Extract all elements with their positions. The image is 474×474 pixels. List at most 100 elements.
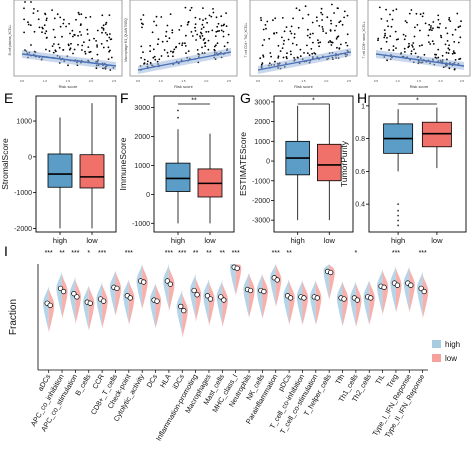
scatter-point xyxy=(295,7,298,10)
scatter-point xyxy=(216,42,219,45)
scatter-point xyxy=(110,56,113,59)
scatter-xlabel: Risk score xyxy=(410,84,429,89)
x-tick-label: low xyxy=(204,236,216,245)
scatter-point xyxy=(93,37,95,40)
scatter-point xyxy=(281,47,284,49)
box-low xyxy=(317,143,342,182)
scatter-xlabel: Risk score xyxy=(174,84,193,89)
significance-label: *** xyxy=(165,250,173,257)
significance-label: * xyxy=(355,250,358,257)
scatter-point xyxy=(36,10,39,12)
scatter-point xyxy=(220,24,223,27)
scatter-point xyxy=(320,7,323,10)
scatter-point xyxy=(68,22,70,25)
y-axis-label: Fraction xyxy=(8,299,19,335)
scatter-point xyxy=(223,23,226,26)
scatter-point xyxy=(261,62,264,64)
scatter-point xyxy=(59,25,62,28)
scatter-point xyxy=(220,29,223,32)
scatter-xtick: 2.0 xyxy=(324,79,329,83)
scatter-point xyxy=(191,35,194,37)
scatter-point xyxy=(181,42,184,44)
scatter-point xyxy=(211,29,214,32)
scatter-point xyxy=(184,45,187,47)
median-dot-high xyxy=(218,294,224,300)
scatter-point xyxy=(208,14,211,17)
scatter-xtick: 1.0 xyxy=(159,79,164,83)
scatter-point xyxy=(378,6,381,9)
scatter-point xyxy=(51,9,53,12)
x-tick-label: high xyxy=(291,236,305,245)
scatter-point xyxy=(184,42,186,45)
scatter-point xyxy=(293,57,295,59)
scatter-point xyxy=(389,35,392,37)
scatter-point xyxy=(62,22,65,25)
scatter-point xyxy=(142,23,144,26)
scatter-point xyxy=(53,43,55,45)
scatter-point xyxy=(203,42,206,45)
scatter-point xyxy=(194,16,197,19)
scatter-point xyxy=(317,39,319,42)
scatter-point xyxy=(272,19,274,22)
scatter-point xyxy=(80,34,83,36)
scatter-point xyxy=(54,36,56,39)
significance-label: ** xyxy=(206,250,212,257)
scatter-point xyxy=(310,48,313,50)
violin-half-high xyxy=(243,272,250,317)
scatter-point xyxy=(266,20,269,23)
scatter-point xyxy=(337,7,339,10)
scatter-point xyxy=(345,41,347,44)
scatter-point xyxy=(291,42,294,45)
box-panels: -2000 -1000 0 1000 StromalScore high low -1000 0… xyxy=(0,95,467,245)
scatter-point xyxy=(102,46,105,49)
scatter-point xyxy=(410,52,413,55)
scatter-point xyxy=(308,36,311,39)
scatter-point xyxy=(430,25,432,27)
scatter-point xyxy=(320,11,322,14)
scatter-point xyxy=(260,63,263,66)
scatter-point xyxy=(29,24,32,27)
violin-half-high xyxy=(136,264,143,309)
scatter-point xyxy=(149,61,152,64)
scatter-point xyxy=(404,20,407,22)
scatter-point xyxy=(102,29,105,31)
scatter-point xyxy=(67,43,70,46)
scatter-point xyxy=(439,22,441,25)
median-dot-low xyxy=(194,292,200,298)
scatter-point xyxy=(109,49,111,52)
violin-half-low xyxy=(128,280,135,326)
scatter-point xyxy=(215,44,217,47)
scatter-point xyxy=(453,41,456,43)
scatter-point xyxy=(395,38,398,41)
scatter-point xyxy=(385,40,388,43)
scatter-point xyxy=(277,57,280,59)
scatter-point xyxy=(101,26,103,29)
scatter-point xyxy=(212,7,214,10)
scatter-point xyxy=(308,54,311,56)
scatter-xtick: 1.0 xyxy=(395,79,400,83)
scatter-xtick: 2.5 xyxy=(227,79,232,83)
violin-half-low xyxy=(302,280,309,326)
x-tick-label: low xyxy=(431,236,443,245)
scatter-point xyxy=(45,48,47,51)
violin-half-low xyxy=(142,265,148,310)
scatter-point xyxy=(413,35,416,38)
violin-half-low xyxy=(75,279,82,325)
scatter-point xyxy=(171,31,174,34)
scatter-xlabel: Risk score xyxy=(59,84,78,89)
box-low xyxy=(79,154,105,189)
regression-line xyxy=(257,51,352,71)
violin-half-high xyxy=(203,278,209,324)
scatter-xtick: 2.5 xyxy=(347,79,352,83)
scatter-point xyxy=(303,52,305,54)
scatter-point xyxy=(61,35,63,38)
scatter-xtick: 2.5 xyxy=(460,79,465,83)
scatter-point xyxy=(149,50,152,53)
scatter-point xyxy=(314,53,317,55)
scatter-xtick: 2.0 xyxy=(438,79,443,83)
scatter-point xyxy=(282,43,285,45)
scatter-point xyxy=(262,54,264,57)
scatter-point xyxy=(437,48,440,51)
scatter-point xyxy=(77,43,79,46)
panel-letter-h: H xyxy=(357,90,367,106)
